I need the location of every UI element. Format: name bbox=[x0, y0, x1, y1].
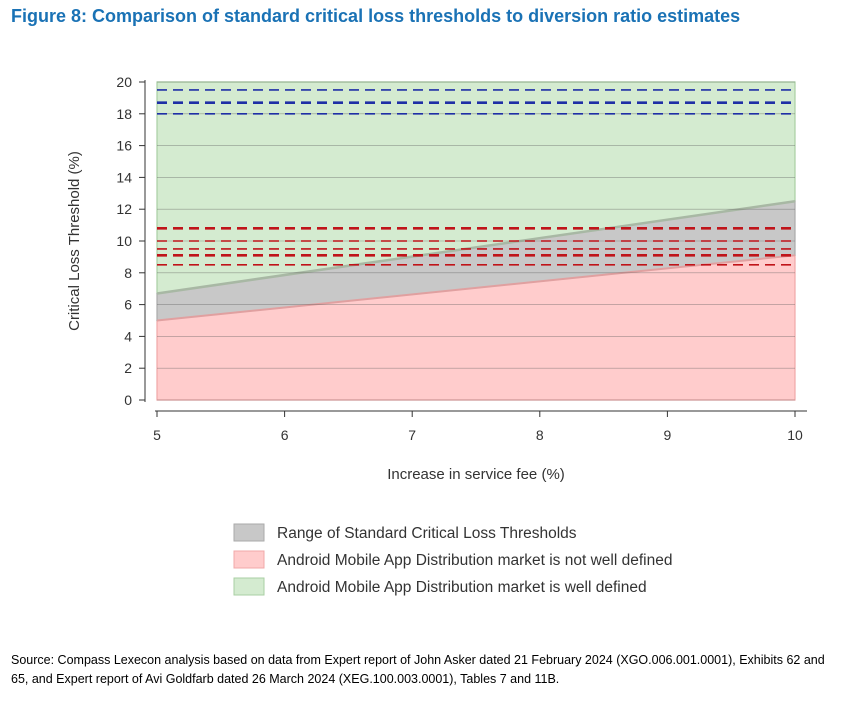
band-lower-edge bbox=[156, 254, 796, 322]
legend-swatch-1 bbox=[233, 523, 265, 542]
y-tick-label-2: 2 bbox=[124, 360, 132, 376]
y-tick-label-10: 10 bbox=[116, 233, 132, 249]
figure-title: Figure 8: Comparison of standard critica… bbox=[11, 6, 741, 26]
y-tick-label-4: 4 bbox=[124, 328, 132, 344]
legend-label-1: Range of Standard Critical Loss Threshol… bbox=[277, 525, 577, 542]
y-tick-label-20: 20 bbox=[116, 74, 132, 90]
legend-swatch-3 bbox=[233, 577, 265, 596]
x-tick-label-7: 7 bbox=[408, 427, 416, 443]
y-tick-label-18: 18 bbox=[116, 106, 132, 122]
y-axis-title: Critical Loss Threshold (%) bbox=[66, 151, 83, 331]
y-tick-label-16: 16 bbox=[116, 138, 132, 154]
area-layer bbox=[156, 81, 796, 401]
x-axis-title: Increase in service fee (%) bbox=[387, 466, 565, 483]
legend-label-2: Android Mobile App Distribution market i… bbox=[277, 552, 672, 569]
axes: 0 2 4 6 8 10 12 14 16 18 20 5 6 7 8 9 10 Increase in serv… bbox=[66, 74, 807, 483]
y-tick-label-12: 12 bbox=[116, 201, 132, 217]
x-tick-label-5: 5 bbox=[153, 427, 161, 443]
y-tick-label-6: 6 bbox=[124, 297, 132, 313]
band-upper-edge bbox=[156, 200, 796, 295]
y-tick-label-0: 0 bbox=[124, 392, 132, 408]
y-tick-label-14: 14 bbox=[116, 169, 132, 185]
reference-lines bbox=[157, 89, 795, 266]
x-tick-label-8: 8 bbox=[536, 427, 544, 443]
source-note: Source: Compass Lexecon analysis based o… bbox=[11, 653, 825, 686]
legend-swatch-2 bbox=[233, 550, 265, 569]
x-tick-label-9: 9 bbox=[664, 427, 672, 443]
chart: 0 2 4 6 8 10 12 14 16 18 20 5 6 7 8 9 10 Increase in serv… bbox=[66, 74, 807, 596]
y-tick-label-8: 8 bbox=[124, 265, 132, 281]
legend-label-3: Android Mobile App Distribution market i… bbox=[277, 579, 647, 596]
legend: Range of Standard Critical Loss Threshol… bbox=[233, 523, 672, 596]
x-tick-label-6: 6 bbox=[281, 427, 289, 443]
x-tick-label-10: 10 bbox=[787, 427, 803, 443]
